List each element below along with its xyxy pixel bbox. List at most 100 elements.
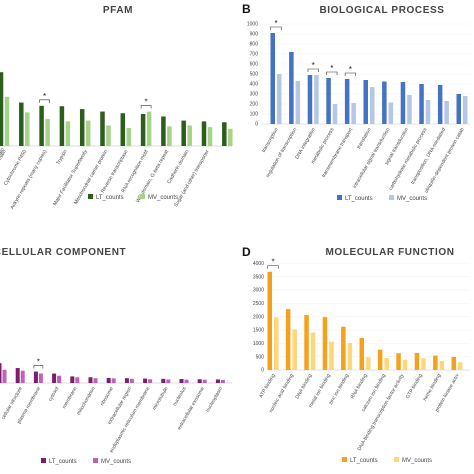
panel2-ytick-8: 800	[250, 42, 259, 48]
panel3-bar-MV_counts-6	[111, 378, 116, 383]
panel4-bar-LT_counts-5	[359, 337, 364, 370]
panel3-bar-MV_counts-7	[129, 378, 134, 383]
panel2-sig-star-0: *	[274, 19, 277, 28]
panel1-bar-MV_counts-4	[85, 120, 91, 146]
panel3-bar-MV_counts-1	[20, 370, 25, 383]
panel4-ytick-4: 2000	[253, 314, 264, 320]
panel4-legend-swatch-0	[342, 457, 347, 462]
panel2-bar-MV_counts-0	[277, 74, 282, 124]
panel2-bar-LT_counts-6	[382, 81, 387, 124]
panel2-bar-MV_counts-8	[425, 100, 431, 124]
panel4-cat-5: RNA binding	[350, 373, 369, 400]
panel2-legend-label-1: MV_counts	[397, 196, 427, 202]
panel4-bar-MV_counts-1	[292, 329, 297, 370]
panel3-cat-9: microtubule	[151, 386, 169, 412]
panel4-ytick-7: 3500	[253, 274, 264, 280]
panel4-bar-LT_counts-7	[396, 353, 401, 370]
panel1-bar-MV_counts-10	[207, 127, 213, 146]
panel3-cat-3: cytosol	[47, 386, 60, 402]
panel3-legend-swatch-1	[93, 458, 98, 463]
panel2-ytick-4: 400	[250, 82, 259, 88]
panel1-bar-MV_counts-7	[146, 111, 152, 146]
panel2-ytick-10: 1000	[247, 22, 258, 28]
panel2-bar-LT_counts-2	[307, 75, 313, 124]
panel2-ytick-3: 300	[250, 92, 259, 98]
panel3-title: CELLULAR COMPONENT	[0, 247, 126, 258]
panel2-bar-MV_counts-3	[332, 104, 338, 124]
panel3-bar-MV_counts-8	[148, 379, 153, 383]
panel1-bar-LT_counts-4	[79, 109, 85, 146]
panel3-bar-LT_counts-7	[124, 378, 129, 383]
panel4-title: MOLECULAR FUNCTION	[325, 247, 454, 258]
panel3-cat-5: mitochondrion	[76, 386, 97, 416]
panel4-cat-2: DNA binding	[294, 373, 313, 400]
panel1-bar-LT_counts-11	[222, 122, 227, 146]
panel4-bar-MV_counts-3	[329, 341, 334, 370]
panel1-legend-swatch-1	[140, 194, 145, 199]
panel3-bar-MV_counts-11	[202, 379, 207, 383]
panel4-sig-bracket-0	[267, 265, 279, 269]
panel1-bar-MV_counts-8	[167, 126, 172, 146]
panel4-ytick-0: 0	[261, 368, 264, 374]
panel4-bar-LT_counts-3	[322, 317, 328, 370]
panel3-bar-LT_counts-10	[179, 379, 184, 383]
panel2-cat-9: transposition, DNA-mediated	[410, 127, 447, 186]
panel2-bar-LT_counts-7	[400, 82, 406, 124]
panel1-bar-LT_counts-0	[0, 72, 4, 146]
panel1-cat-10: Sugar (and other) transporter	[173, 149, 211, 208]
panel1-sig-star-1: *	[145, 98, 148, 107]
panel2-bar-LT_counts-9	[437, 85, 443, 124]
panel1-sig-bracket-0	[39, 99, 50, 103]
panel1-bar-MV_counts-11	[228, 128, 233, 146]
panel1-bar-MV_counts-5	[106, 125, 111, 146]
panel2-ytick-1: 100	[250, 112, 259, 118]
panel2-ytick-6: 600	[250, 62, 259, 68]
panel2-cat-0: transcription	[261, 127, 280, 154]
panel1-title: PFAM	[103, 5, 133, 16]
panel2-ytick-5: 500	[250, 72, 259, 78]
panel2-legend-swatch-1	[389, 195, 394, 200]
panel3-legend-label-0: LT_counts	[49, 459, 77, 465]
panel4-bar-MV_counts-4	[347, 343, 353, 370]
panel2-cat-10: ubiquitin-dependent protein catab	[423, 127, 465, 194]
panel1-bar-LT_counts-6	[120, 113, 126, 146]
panel2-ytick-7: 700	[250, 52, 259, 58]
panel3-bar-MV_counts-2	[38, 373, 43, 383]
panel2-ytick-0: 0	[255, 122, 258, 128]
panel4-bar-LT_counts-10	[451, 356, 456, 370]
panel4-bar-MV_counts-8	[421, 358, 426, 370]
panel3-cat-10: nucleolus	[172, 386, 188, 408]
panel4-bar-MV_counts-9	[439, 360, 445, 370]
panel2-bar-MV_counts-1	[295, 81, 301, 124]
panel1-cat-2: Ankyrin repeats (many copies)	[9, 149, 48, 211]
panel4-bar-LT_counts-0	[267, 271, 272, 370]
panel4-cat-0: ATP binding	[258, 373, 277, 399]
panel4-cat-4: zinc ion binding	[328, 373, 351, 406]
panel4-cat-8: GTP binding	[405, 373, 424, 400]
panel3-bar-MV_counts-9	[166, 379, 171, 383]
panel2-bar-LT_counts-10	[456, 94, 461, 124]
panel3-bar-LT_counts-9	[161, 378, 166, 383]
panel4-panel-label: D	[242, 245, 251, 259]
panel3-bar-LT_counts-3	[52, 373, 57, 383]
panel2-ytick-2: 200	[250, 102, 259, 108]
panel2-cat-6: intracellular signal transduction	[352, 127, 392, 190]
panel4-sig-star-0: *	[271, 258, 274, 267]
panel3-cat-6: ribosome	[99, 386, 115, 407]
panel1-bar-LT_counts-3	[59, 106, 65, 146]
panel2-title: BIOLOGICAL PROCESS	[319, 5, 444, 16]
panel2-bar-LT_counts-5	[363, 80, 368, 124]
panel2-bar-MV_counts-2	[314, 75, 319, 124]
panel2-bar-LT_counts-3	[326, 78, 331, 124]
panel4-bar-MV_counts-2	[310, 332, 316, 370]
panel3-bar-MV_counts-12	[220, 379, 225, 383]
panel2-bar-MV_counts-6	[388, 102, 394, 124]
panel2-legend-swatch-0	[337, 195, 342, 200]
panel4-bar-LT_counts-2	[304, 314, 309, 370]
panel3-bar-LT_counts-6	[106, 377, 111, 383]
panel4-legend-swatch-1	[394, 457, 399, 462]
panel2-bar-MV_counts-5	[370, 87, 375, 124]
panel1-bar-LT_counts-2	[39, 105, 44, 146]
panel3-cat-4: membrane	[61, 386, 78, 410]
